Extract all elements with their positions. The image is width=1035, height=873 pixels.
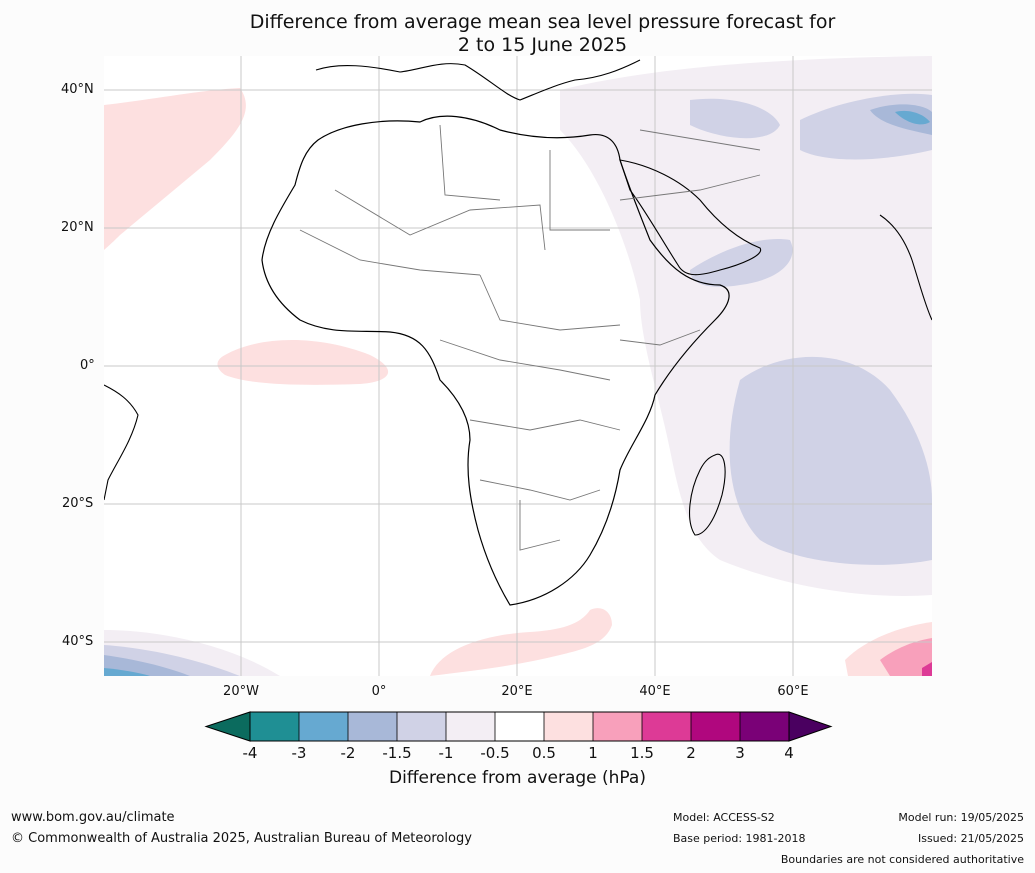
footer-url[interactable]: www.bom.gov.au/climate [11, 810, 175, 825]
lon-label-20w: 20°W [223, 684, 259, 699]
anomaly-region-southwest-neg4 [104, 668, 150, 676]
footer-copyright: © Commonwealth of Australia 2025, Austra… [11, 831, 472, 846]
india-coastline [879, 214, 932, 321]
lat-label-40s: 40°S [62, 634, 94, 649]
anomaly-region-caspian [870, 104, 932, 135]
footer-boundaries: Boundaries are not considered authoritat… [780, 853, 1024, 866]
footer-issued: Issued: 21/05/2025 [917, 832, 1024, 845]
colorbar-tick-label: 2 [686, 744, 696, 762]
europe-coastline [315, 59, 641, 101]
lon-label-40e: 40°E [639, 684, 671, 699]
colorbar-tick-label: 1 [588, 744, 598, 762]
lon-label-0: 0° [371, 684, 387, 699]
country-borders [299, 124, 761, 551]
anomaly-region-iran [690, 98, 780, 139]
lon-label-20e: 20°E [501, 684, 533, 699]
anomaly-region-north-atlantic-pos [104, 88, 246, 250]
colorbar-tick-label: -3 [291, 744, 307, 762]
madagascar-coastline [689, 453, 726, 536]
colorbar-tick-label: 4 [784, 744, 794, 762]
colorbar-tick-label: 1.5 [630, 744, 654, 762]
lat-label-40n: 40°N [61, 82, 94, 97]
anomaly-region-himalaya [895, 110, 930, 125]
south-america-coastline [104, 384, 139, 501]
anomaly-region-gulf-guinea-pos [217, 340, 389, 385]
footer-model-run: Model run: 19/05/2025 [898, 811, 1024, 824]
map-title: Difference from average mean sea level p… [249, 11, 836, 33]
lat-label-20n: 20°N [61, 220, 94, 235]
colorbar-tick-label: 0.5 [532, 744, 556, 762]
map-subtitle: 2 to 15 June 2025 [457, 34, 628, 56]
africa-coastline [261, 115, 730, 606]
colorbar-tick-label: -0.5 [480, 744, 510, 762]
colorbar-tick-label: 3 [735, 744, 745, 762]
footer-base-period: Base period: 1981-2018 [673, 832, 806, 845]
colorbar-tick-label: -4 [242, 744, 258, 762]
lat-label-0: 0° [80, 358, 95, 373]
arabia-coastline [619, 159, 762, 276]
colorbar-tick-label: -1 [438, 744, 454, 762]
colorbar-label: Difference from average (hPa) [389, 768, 646, 788]
anomaly-region-indian-ocean [729, 356, 932, 565]
colorbar-tick-label: -1.5 [382, 744, 412, 762]
lon-label-60e: 60°E [777, 684, 809, 699]
anomaly-region-southeast-pos2 [880, 638, 932, 676]
anomaly-region-southeast-pos3 [922, 662, 932, 676]
graticule [104, 56, 932, 676]
footer-model: Model: ACCESS-S2 [673, 811, 775, 824]
lat-label-20s: 20°S [62, 496, 94, 511]
colorbar-tick-label: -2 [340, 744, 356, 762]
